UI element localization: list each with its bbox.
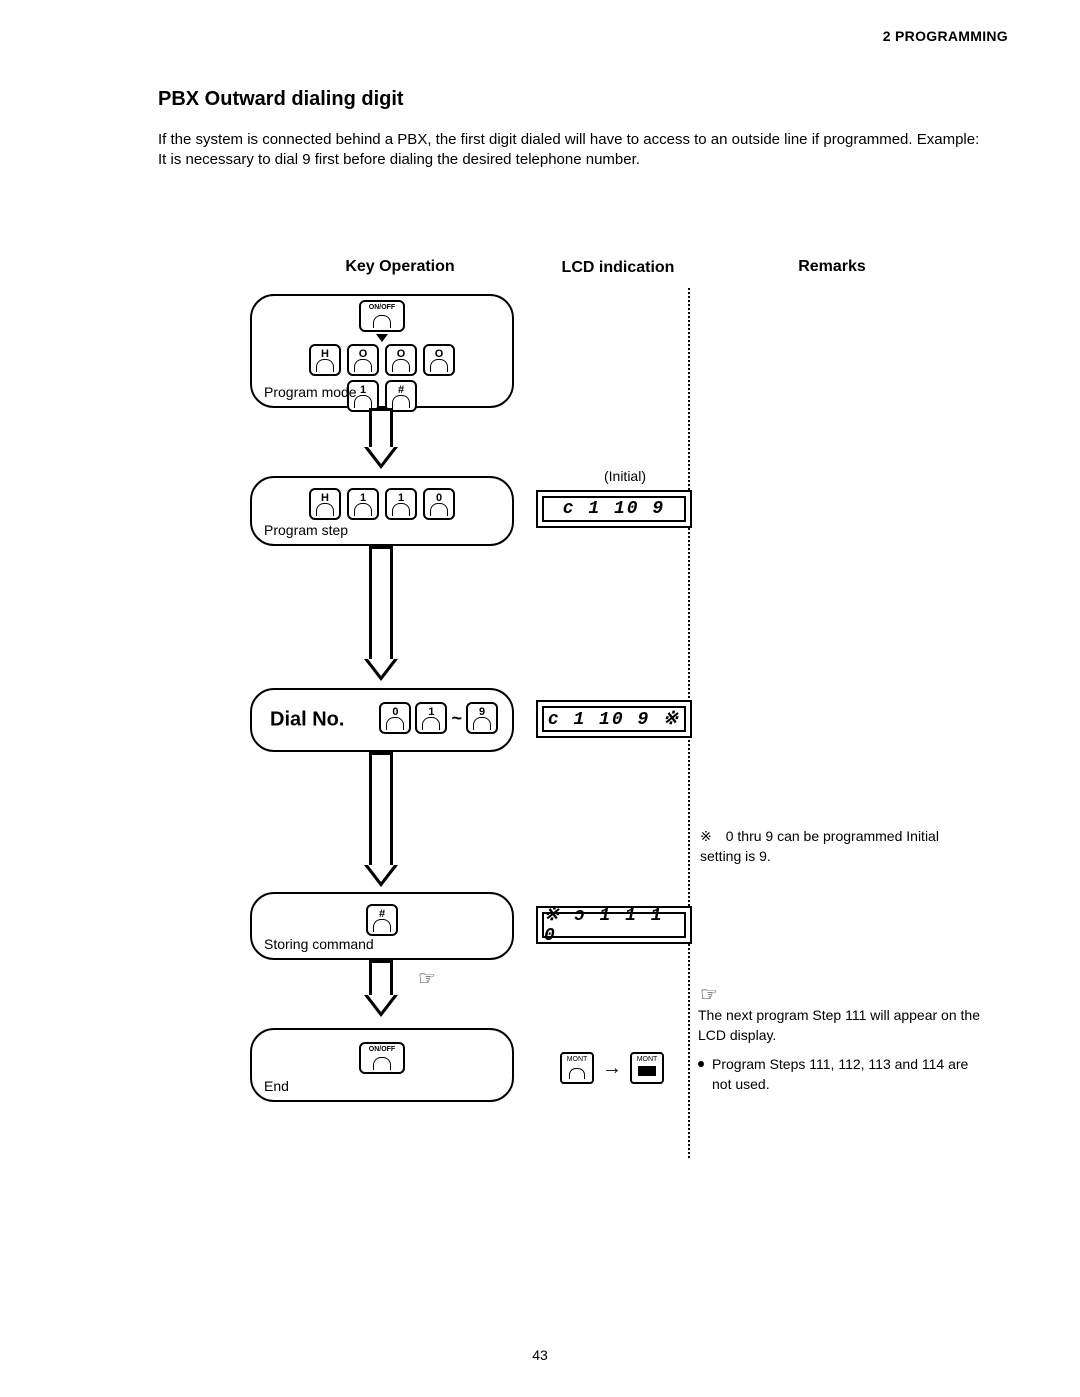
page-root: 2 PROGRAMMING PBX Outward dialing digit … xyxy=(0,0,1080,1397)
lcd-text-step: c 1 10 9 xyxy=(544,498,684,520)
key-row-1: ON/OFF xyxy=(252,300,512,332)
key-ps-h: H xyxy=(309,488,341,520)
dial-no-label: Dial No. xyxy=(270,709,344,732)
mont-key-before: MONT xyxy=(560,1052,594,1084)
panel-storing: # Storing command xyxy=(250,892,514,960)
page-title: PBX Outward dialing digit xyxy=(158,88,404,111)
key-ps-1b: 1 xyxy=(385,488,417,520)
key-dial-0: 0 xyxy=(379,702,411,734)
remark-bullet: Program Steps 111, 112, 113 and 114 are … xyxy=(698,1055,988,1094)
page-number: 43 xyxy=(532,1347,548,1363)
key-row-2: H O O O xyxy=(252,344,512,376)
col-heading-key-operation: Key Operation xyxy=(320,258,480,276)
key-onoff: ON/OFF xyxy=(359,300,405,332)
col-heading-remarks: Remarks xyxy=(772,258,892,276)
remark-asterisk-text: ※ 0 thru 9 can be programmed Initial set… xyxy=(700,826,980,867)
key-ps-1a: 1 xyxy=(347,488,379,520)
intro-text: If the system is connected behind a PBX,… xyxy=(158,130,990,171)
lcd-text-dial: c 1 10 9 ※ xyxy=(544,708,684,730)
remark-next-step-text: The next program Step 111 will appear on… xyxy=(698,1006,988,1045)
end-keys: ON/OFF xyxy=(252,1042,512,1074)
key-h: H xyxy=(309,344,341,376)
key-dial-9: 9 xyxy=(466,702,498,734)
remark-asterisk: ※ 0 thru 9 can be programmed Initial set… xyxy=(700,826,980,867)
panel-label-program-mode: Program mode xyxy=(264,384,357,400)
lcd-caption-initial: (Initial) xyxy=(570,468,680,484)
key-ps-0: 0 xyxy=(423,488,455,520)
header-section: 2 PROGRAMMING xyxy=(883,28,1008,44)
hand-pointer-left-icon: ☞ xyxy=(418,966,436,991)
storing-keys: # xyxy=(252,904,512,936)
panel-label-program-step: Program step xyxy=(264,522,348,538)
tilde-separator: ~ xyxy=(451,708,462,729)
panel-end: ON/OFF End xyxy=(250,1028,514,1102)
key-dial-1: 1 xyxy=(415,702,447,734)
panel-program-mode: ON/OFF H O O O 1 # Program mode xyxy=(250,294,514,408)
lcd-program-step: c 1 10 9 xyxy=(536,490,692,528)
panel-program-step: H 1 1 0 Program step xyxy=(250,476,514,546)
arrow-down-2 xyxy=(364,546,398,681)
col-heading-lcd: LCD indication xyxy=(558,258,678,277)
bullet-dot-icon xyxy=(698,1061,704,1067)
key-storing-hash: # xyxy=(366,904,398,936)
lcd-dial: c 1 10 9 ※ xyxy=(536,700,692,738)
program-step-keys: H 1 1 0 xyxy=(252,488,512,520)
panel-label-storing: Storing command xyxy=(264,936,374,952)
lcd-text-storing: ※ ɔ 1 1 1 0 xyxy=(544,914,684,936)
key-end-onoff: ON/OFF xyxy=(359,1042,405,1074)
key-o3: O xyxy=(423,344,455,376)
lcd-storing: ※ ɔ 1 1 1 0 xyxy=(536,906,692,944)
arrow-down-3 xyxy=(364,752,398,887)
mont-indicator: MONT → MONT xyxy=(560,1052,664,1084)
key-o1: O xyxy=(347,344,379,376)
diagram-area: Key Operation LCD indication Remarks ON/… xyxy=(140,258,1020,1317)
remark-next-step: The next program Step 111 will appear on… xyxy=(698,1006,988,1094)
arrow-down-1 xyxy=(364,408,398,469)
arrow-right-icon: → xyxy=(602,1057,622,1080)
panel-dial-no: Dial No. 0 1 ~ 9 xyxy=(250,688,514,752)
remark-bullet-text: Program Steps 111, 112, 113 and 114 are … xyxy=(712,1055,988,1094)
arrow-down-4 xyxy=(364,960,398,1017)
tiny-arrow-icon xyxy=(376,334,388,342)
hand-pointer-right-icon: ☞ xyxy=(700,982,718,1007)
key-o2: O xyxy=(385,344,417,376)
mont-key-after: MONT xyxy=(630,1052,664,1084)
panel-label-end: End xyxy=(264,1078,289,1094)
